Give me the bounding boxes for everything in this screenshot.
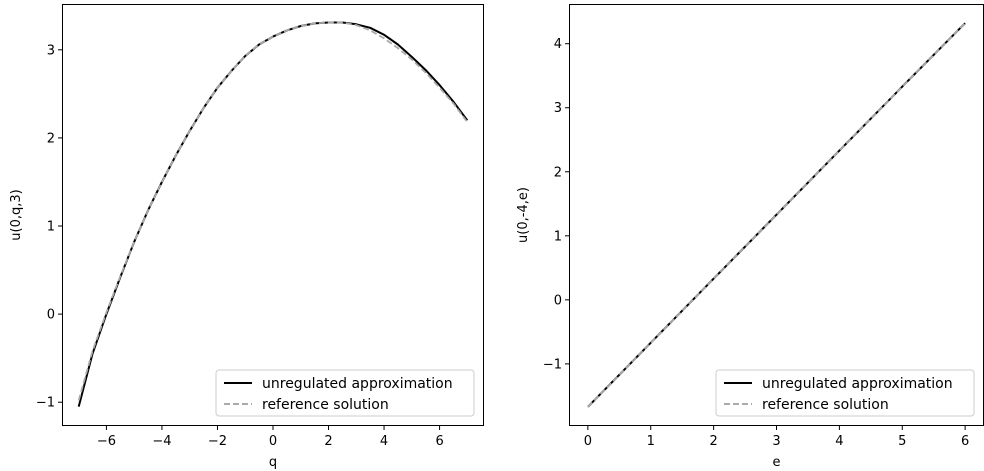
right-series-lines <box>587 22 966 408</box>
right-x-ticks: 0 1 2 3 4 5 6 <box>584 426 969 449</box>
left-series-line-reference <box>77 21 469 401</box>
right-x-tick-label: 6 <box>961 434 969 449</box>
left-plot-frame <box>62 4 484 426</box>
left-series-lines <box>77 21 469 407</box>
right-x-tick-label: 2 <box>709 434 717 449</box>
right-y-tick-label: 0 <box>554 293 562 308</box>
right-y-tick-label: 3 <box>554 101 562 116</box>
right-y-tick-label: 2 <box>554 165 562 180</box>
left-x-tick-label: −6 <box>97 434 116 449</box>
left-legend-label-reference: reference solution <box>262 397 389 413</box>
left-y-tick-label: −1 <box>36 396 55 411</box>
right-y-tick-label: 1 <box>554 229 562 244</box>
left-x-tick-label: −2 <box>208 434 227 449</box>
right-legend-label-approximation: unregulated approximation <box>762 376 953 392</box>
left-legend-label-approximation: unregulated approximation <box>262 376 453 392</box>
right-legend-label-reference: reference solution <box>762 397 889 413</box>
right-y-tick-label: 4 <box>554 37 562 52</box>
left-x-axis-label: q <box>269 455 277 470</box>
left-y-tick-label: 2 <box>47 131 55 146</box>
right-x-tick-label: 5 <box>898 434 906 449</box>
right-y-tick-label: −1 <box>543 357 562 372</box>
right-plot: −1 0 1 2 3 4 0 1 2 3 4 5 6 e u(0,-4,e) unregulated … <box>516 4 984 470</box>
left-y-ticks: −1 0 1 2 3 <box>36 43 62 411</box>
left-x-tick-label: 2 <box>324 434 332 449</box>
left-x-tick-label: 4 <box>380 434 388 449</box>
right-x-tick-label: 4 <box>835 434 843 449</box>
left-x-tick-label: 6 <box>435 434 443 449</box>
right-legend: unregulated approximation reference solu… <box>715 369 975 417</box>
left-y-tick-label: 1 <box>47 220 55 235</box>
left-series-line-approximation <box>77 21 469 407</box>
left-legend: unregulated approximation reference solu… <box>215 369 475 417</box>
right-y-ticks: −1 0 1 2 3 4 <box>543 37 569 372</box>
right-x-tick-label: 0 <box>584 434 592 449</box>
right-x-axis-label: e <box>773 455 781 470</box>
right-y-axis-label: u(0,-4,e) <box>516 187 531 243</box>
right-series-line-approximation <box>587 22 966 408</box>
right-x-tick-label: 3 <box>772 434 780 449</box>
left-x-ticks: −6 −4 −2 0 2 4 6 <box>97 426 444 449</box>
left-y-tick-label: 3 <box>47 43 55 58</box>
left-x-tick-label: 0 <box>269 434 277 449</box>
right-legend-box <box>715 369 975 417</box>
left-legend-box <box>215 369 475 417</box>
left-y-tick-label: 0 <box>47 308 55 323</box>
left-plot: −1 0 1 2 3 −6 −4 −2 0 2 4 6 q u(0,q,3) unregulated… <box>9 4 484 470</box>
left-y-axis-label: u(0,q,3) <box>9 189 24 240</box>
left-x-tick-label: −4 <box>152 434 171 449</box>
right-x-tick-label: 1 <box>647 434 655 449</box>
